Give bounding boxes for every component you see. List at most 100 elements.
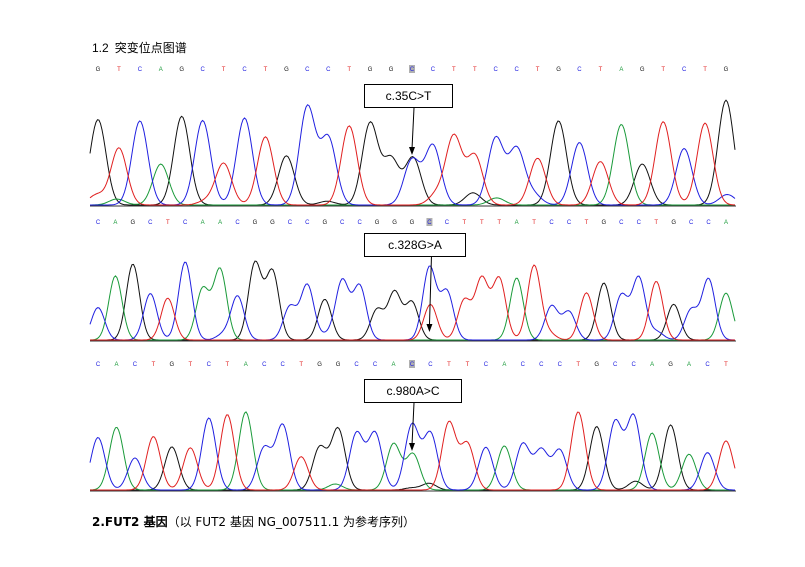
mutation-label-2: c.328G>A [364,233,466,257]
base-call-letter: C [200,67,205,73]
base-call-letter: A [392,362,396,368]
base-call-letter: A [515,220,519,226]
base-call-letter: C [96,220,101,226]
base-call-letter: A [201,220,205,226]
base-call-letter: C [373,362,378,368]
base-call-letter: T [452,67,456,73]
base-call-letter: G [284,67,289,73]
base-call-letter: G [410,220,415,226]
base-call-letter: T [152,362,156,368]
base-call-letter: A [114,362,118,368]
base-call-letter: C [558,362,563,368]
trace-c [89,413,735,491]
base-call-letter: C [262,362,267,368]
base-call-letter: T [299,362,303,368]
base-call-letter: G [668,362,673,368]
base-call-letter: T [703,67,707,73]
base-call-letter: C [705,362,710,368]
base-call-letter: C [326,67,331,73]
highlighted-base-marker [409,65,415,73]
base-call-letter: T [347,67,351,73]
base-call-letter: T [166,220,170,226]
base-call-letter: C [445,220,450,226]
base-call-letter: T [264,67,268,73]
base-call-letter: T [117,67,121,73]
base-call-letter: C [549,220,554,226]
base-call-letter: G [602,220,607,226]
base-call-letter: C [138,67,143,73]
mutation-arrow [428,256,432,327]
base-call-letter: T [480,220,484,226]
trace-a [89,267,736,341]
footer-heading-bold: 2.FUT2 基因 [92,515,168,529]
mutation-arrow-head [409,147,415,155]
base-call-letter: G [389,67,394,73]
base-call-letter: G [556,67,561,73]
base-call-letter: C [288,220,293,226]
base-call-letter: A [218,220,222,226]
trace-t [89,121,735,206]
trace-t [90,264,735,341]
trace-g [90,260,735,341]
base-call-letter: G [179,67,184,73]
base-call-letter: C [354,362,359,368]
base-call-letter: G [375,220,380,226]
base-call-letter: T [599,67,603,73]
base-call-letter: C [96,362,101,368]
base-call-letter: T [585,220,589,226]
base-call-letter: C [613,362,618,368]
base-call-letter: T [473,67,477,73]
section-number: 1.2 [92,41,109,55]
trace-t [90,411,736,491]
base-call-letter: A [244,362,248,368]
base-call-letter: A [724,220,728,226]
base-call-letter: A [619,67,623,73]
base-call-letter: T [576,362,580,368]
base-call-letter: G [392,220,397,226]
base-call-letter: C [183,220,188,226]
base-call-letter: A [687,362,691,368]
base-call-letter: C [431,67,436,73]
base-call-letter: A [502,362,506,368]
base-call-letter: T [532,220,536,226]
base-call-letter: G [322,220,327,226]
highlighted-base-marker [426,218,433,226]
base-call-letter: C [305,220,310,226]
base-call-letter: C [427,220,432,226]
base-call-letter: C [281,362,286,368]
base-call-letter: C [567,220,572,226]
base-call-letter: T [189,362,193,368]
mutation-arrow-head [426,324,433,332]
base-call-letter: G [594,362,599,368]
base-call-letter: G [131,220,136,226]
base-call-letter: C [577,67,582,73]
base-call-letter: C [631,362,636,368]
footer-heading-rest: （以 FUT2 基因 NG_007511.1 为参考序列） [167,515,416,529]
base-call-letter: T [447,362,451,368]
base-call-letter: C [305,67,310,73]
base-call-letter: G [724,67,729,73]
base-call-letter: T [225,362,229,368]
base-call-letter: G [671,220,676,226]
base-call-letter: T [654,220,658,226]
base-call-letter: G [317,362,322,368]
base-call-letter: T [497,220,501,226]
base-call-letter: C [410,362,415,368]
base-call-letter: C [133,362,138,368]
base-call-letter: T [466,362,470,368]
trace-c [90,104,736,206]
base-call-letter: G [368,67,373,73]
base-call-letter: T [724,362,728,368]
trace-c [89,261,736,341]
base-call-letter: A [159,67,163,73]
base-call-letter: C [689,220,694,226]
base-call-letter: T [462,220,466,226]
base-call-letter: C [539,362,544,368]
